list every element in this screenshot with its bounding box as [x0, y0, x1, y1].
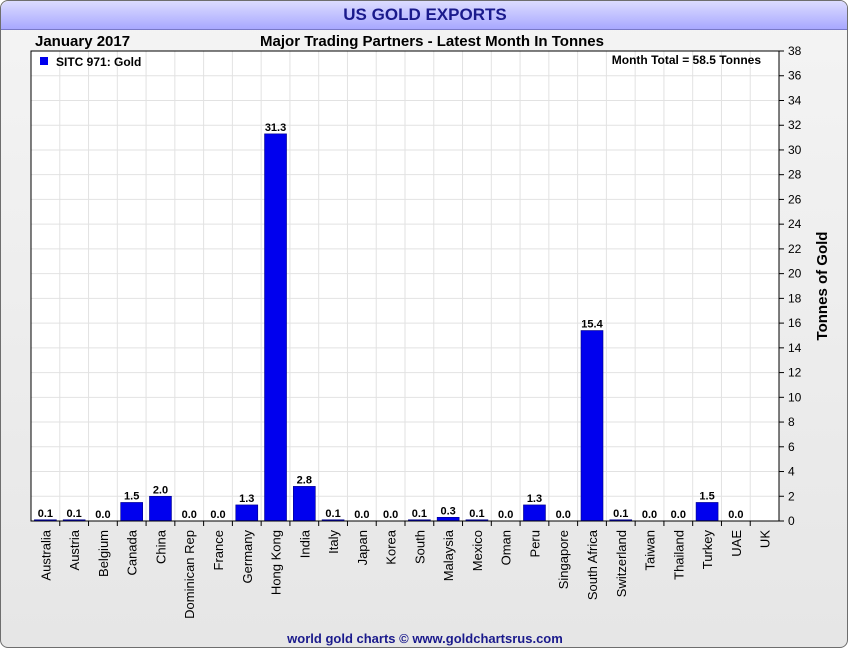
- bar-data-label: 0.0: [671, 509, 686, 521]
- x-category-label: India: [297, 529, 312, 558]
- x-category-label: South: [412, 530, 427, 564]
- x-axis-ticks: Australia Austria Belgium Canada China Domini…: [38, 521, 773, 619]
- bar-data-label: 0.0: [728, 509, 743, 521]
- y-tick-label: 10: [788, 390, 802, 404]
- y-tick-label: 36: [788, 69, 802, 83]
- period-label: January 2017: [35, 33, 130, 50]
- bar: [264, 133, 287, 522]
- legend-swatch: [40, 57, 48, 65]
- bar-data-label: 0.0: [95, 509, 110, 521]
- bar-data-label: 1.3: [239, 493, 254, 505]
- grid-lines: [31, 51, 779, 521]
- bar-data-label: 0.1: [412, 508, 427, 520]
- bar-data-label: 2.0: [153, 484, 168, 496]
- y-tick-label: 32: [788, 118, 802, 132]
- x-category-label: Hong Kong: [269, 530, 284, 595]
- x-category-label: Malaysia: [441, 529, 456, 581]
- bar-data-label: 0.1: [613, 508, 628, 520]
- y-tick-label: 6: [788, 440, 795, 454]
- legend-label: SITC 971: Gold: [56, 55, 141, 69]
- bar: [695, 502, 719, 522]
- x-category-label: Italy: [326, 530, 341, 554]
- x-category-label: Switzerland: [614, 530, 629, 597]
- bar: [149, 495, 172, 522]
- y-tick-label: 24: [788, 217, 802, 231]
- y-tick-label: 4: [788, 465, 795, 479]
- x-category-label: Japan: [355, 530, 370, 565]
- x-category-label: Taiwan: [643, 530, 658, 570]
- y-tick-label: 38: [788, 44, 802, 58]
- chart-title: US GOLD EXPORTS: [343, 5, 507, 24]
- bar: [580, 330, 604, 522]
- y-tick-label: 34: [788, 93, 802, 107]
- bar-data-label: 0.0: [383, 509, 398, 521]
- y-tick-label: 12: [788, 366, 802, 380]
- bar-data-label: 0.0: [210, 509, 225, 521]
- bar: [293, 486, 316, 522]
- x-category-label: Singapore: [556, 530, 571, 589]
- y-tick-label: 18: [788, 291, 802, 305]
- x-category-label: Canada: [125, 529, 140, 575]
- x-category-label: Austria: [67, 529, 82, 570]
- x-category-label: China: [153, 529, 168, 564]
- bar-data-label: 0.1: [67, 508, 82, 520]
- y-tick-label: 16: [788, 316, 802, 330]
- bar-data-label: 0.1: [469, 508, 484, 520]
- x-category-label: South Africa: [585, 529, 600, 600]
- x-category-label: UAE: [729, 530, 744, 557]
- legend: SITC 971: Gold: [40, 55, 141, 69]
- bar-data-label: 31.3: [265, 122, 286, 134]
- bar-data-label: 0.1: [325, 508, 340, 520]
- y-tick-label: 0: [788, 514, 795, 528]
- x-category-label: Peru: [527, 530, 542, 557]
- bar-data-label: 0.0: [182, 509, 197, 521]
- bar-data-label: 0.1: [38, 508, 53, 520]
- x-category-label: Mexico: [470, 530, 485, 571]
- bar-data-label: 0.0: [354, 509, 369, 521]
- bar-data-label: 0.3: [441, 505, 456, 517]
- bar-data-label: 0.0: [556, 509, 571, 521]
- bar-data-label: 15.4: [581, 319, 603, 331]
- bar-data-label: 0.0: [642, 509, 657, 521]
- x-category-label: France: [211, 530, 226, 570]
- bar: [523, 504, 546, 522]
- bar-data-label: 0.0: [498, 509, 513, 521]
- title-bar: US GOLD EXPORTS: [1, 1, 847, 30]
- bar: [235, 504, 259, 522]
- bars: [34, 133, 719, 522]
- x-category-label: Belgium: [96, 530, 111, 577]
- x-category-label: UK: [758, 530, 773, 548]
- y-tick-label: 28: [788, 168, 802, 182]
- y-axis-label: Tonnes of Gold: [814, 232, 831, 341]
- x-category-label: Germany: [240, 530, 255, 584]
- y-tick-label: 2: [788, 489, 795, 503]
- x-category-label: Australia: [38, 529, 53, 580]
- y-tick-label: 30: [788, 143, 802, 157]
- x-category-label: Korea: [384, 529, 399, 564]
- bar-data-label: 1.5: [699, 490, 714, 502]
- y-tick-label: 14: [788, 341, 802, 355]
- data-labels: 0.1 0.1 0.0 1.5 2.0 0.0 0.0 1.3 31.3 2.8 0.1 0.0 0.0…: [38, 122, 744, 521]
- x-category-label: Dominican Rep: [182, 530, 197, 619]
- chart-subtitle: Major Trading Partners - Latest Month In…: [260, 33, 604, 50]
- x-category-label: Thailand: [671, 530, 686, 580]
- month-total-annotation: Month Total = 58.5 Tonnes: [612, 53, 762, 67]
- bar-data-label: 1.5: [124, 490, 139, 502]
- y-tick-label: 26: [788, 192, 802, 206]
- y-tick-label: 8: [788, 415, 795, 429]
- x-category-label: Turkey: [700, 530, 715, 570]
- x-category-label: Oman: [499, 530, 514, 565]
- y-tick-label: 20: [788, 267, 802, 281]
- bar: [436, 516, 460, 522]
- bar-data-label: 1.3: [527, 493, 542, 505]
- y-tick-label: 22: [788, 242, 802, 256]
- footer-credit: world gold charts © www.goldchartsrus.co…: [287, 631, 563, 646]
- bar-data-label: 2.8: [297, 474, 312, 486]
- bar: [120, 502, 143, 522]
